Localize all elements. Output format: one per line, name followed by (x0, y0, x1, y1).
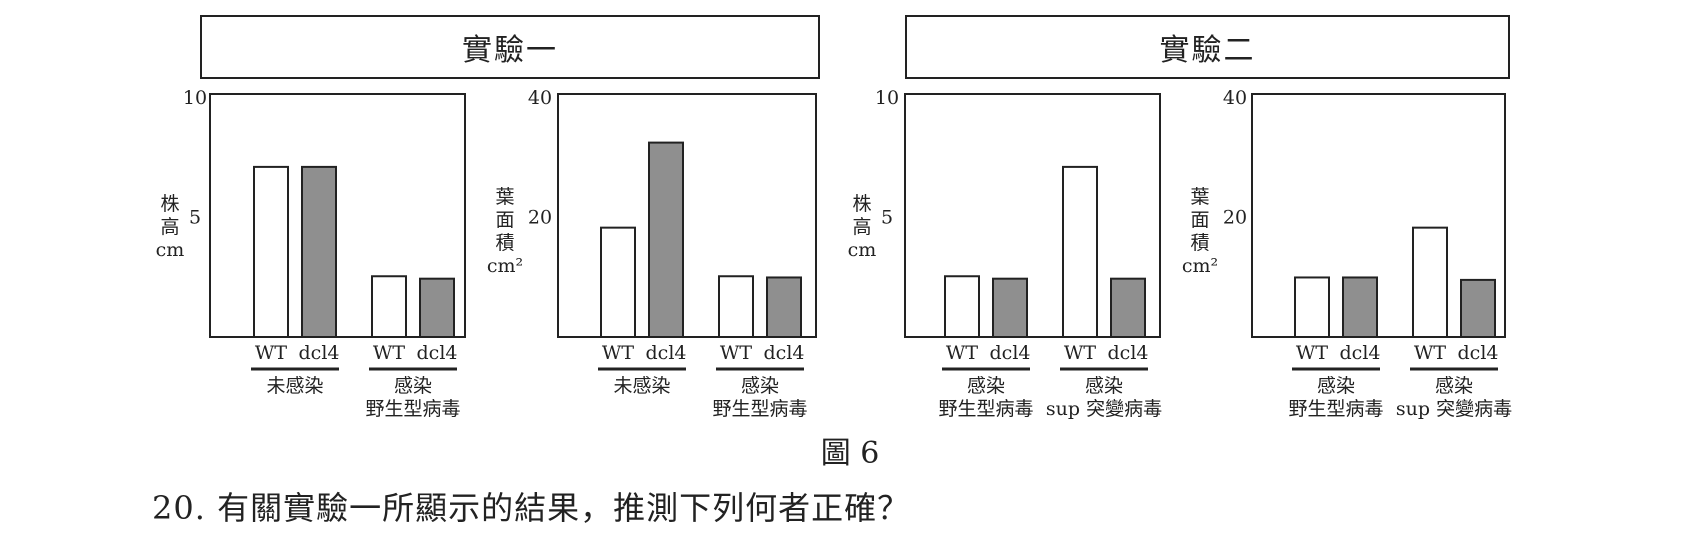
plot-frame (557, 93, 817, 338)
bar-category-label: WT (602, 342, 635, 364)
y-tick-label: 20 (528, 207, 552, 229)
group-label: 野生型病毒 (712, 398, 807, 420)
y-axis-label: 高 (852, 216, 871, 238)
bar (1460, 278, 1496, 338)
y-axis-label: 株 (160, 193, 179, 215)
bar (992, 277, 1028, 338)
experiment-2-title: 實驗二 (905, 15, 1510, 79)
y-axis-label: 面 (495, 209, 514, 231)
plot-frame (904, 93, 1161, 338)
bar-category-label: dcl4 (1458, 342, 1499, 364)
y-axis-label: cm (156, 239, 185, 261)
bar (718, 275, 754, 338)
plot-frame (1251, 93, 1506, 338)
bar-category-label: dcl4 (990, 342, 1031, 364)
y-tick-label: 20 (1223, 207, 1247, 229)
bar (1294, 276, 1330, 338)
y-tick-label: 40 (528, 87, 552, 109)
bar-category-label: dcl4 (1108, 342, 1149, 364)
y-axis-label: 高 (160, 216, 179, 238)
group-label: 未感染 (266, 375, 323, 397)
bar-category-label: WT (1064, 342, 1097, 364)
y-axis-label: cm² (1182, 255, 1218, 277)
bar (1110, 277, 1146, 338)
bar (1412, 226, 1448, 338)
bar (648, 141, 684, 338)
group-label: 未感染 (613, 375, 670, 397)
bar (944, 275, 980, 338)
y-axis-label: cm (848, 239, 877, 261)
group-label: 野生型病毒 (938, 398, 1033, 420)
bar-category-label: dcl4 (764, 342, 805, 364)
bar-category-label: WT (946, 342, 979, 364)
y-tick-label: 5 (881, 207, 893, 229)
bar-category-label: WT (1296, 342, 1329, 364)
y-tick-label: 10 (875, 87, 899, 109)
bar-category-label: dcl4 (417, 342, 458, 364)
bar (301, 165, 337, 338)
y-axis-label: 面 (1190, 209, 1209, 231)
plot-frame (209, 93, 466, 338)
y-axis-label: 積 (1190, 232, 1209, 254)
bar (600, 226, 636, 338)
bar (253, 165, 289, 338)
y-tick-label: 5 (189, 207, 201, 229)
group-label: 感染 (741, 375, 779, 397)
group-label: 感染 (1317, 375, 1355, 397)
figure-label: 圖 6 (820, 436, 880, 471)
bar-category-label: dcl4 (1340, 342, 1381, 364)
bar-category-label: WT (373, 342, 406, 364)
bar (1342, 276, 1378, 338)
y-tick-label: 10 (183, 87, 207, 109)
bar (1062, 165, 1098, 338)
group-label: sup 突變病毒 (1046, 398, 1162, 420)
group-label: 感染 (967, 375, 1005, 397)
bar-category-label: WT (1414, 342, 1447, 364)
y-axis-label: cm² (487, 255, 523, 277)
bar (766, 276, 802, 338)
group-label: 野生型病毒 (1288, 398, 1383, 420)
group-label: sup 突變病毒 (1396, 398, 1512, 420)
group-label: 感染 (1085, 375, 1123, 397)
y-axis-label: 株 (852, 193, 871, 215)
group-label: 野生型病毒 (365, 398, 460, 420)
experiment-1-title: 實驗一 (200, 15, 820, 79)
y-axis-label: 積 (495, 232, 514, 254)
bar-category-label: WT (720, 342, 753, 364)
group-label: 感染 (394, 375, 432, 397)
y-axis-label: 葉 (495, 186, 514, 208)
group-label: 感染 (1435, 375, 1473, 397)
bar-category-label: dcl4 (646, 342, 687, 364)
bar (419, 277, 455, 338)
bar-category-label: WT (255, 342, 288, 364)
bar (371, 275, 407, 338)
y-axis-label: 葉 (1190, 186, 1209, 208)
question-text: 20. 有關實驗一所顯示的結果，推測下列何者正確？ (152, 489, 911, 527)
y-tick-label: 40 (1223, 87, 1247, 109)
bar-category-label: dcl4 (299, 342, 340, 364)
